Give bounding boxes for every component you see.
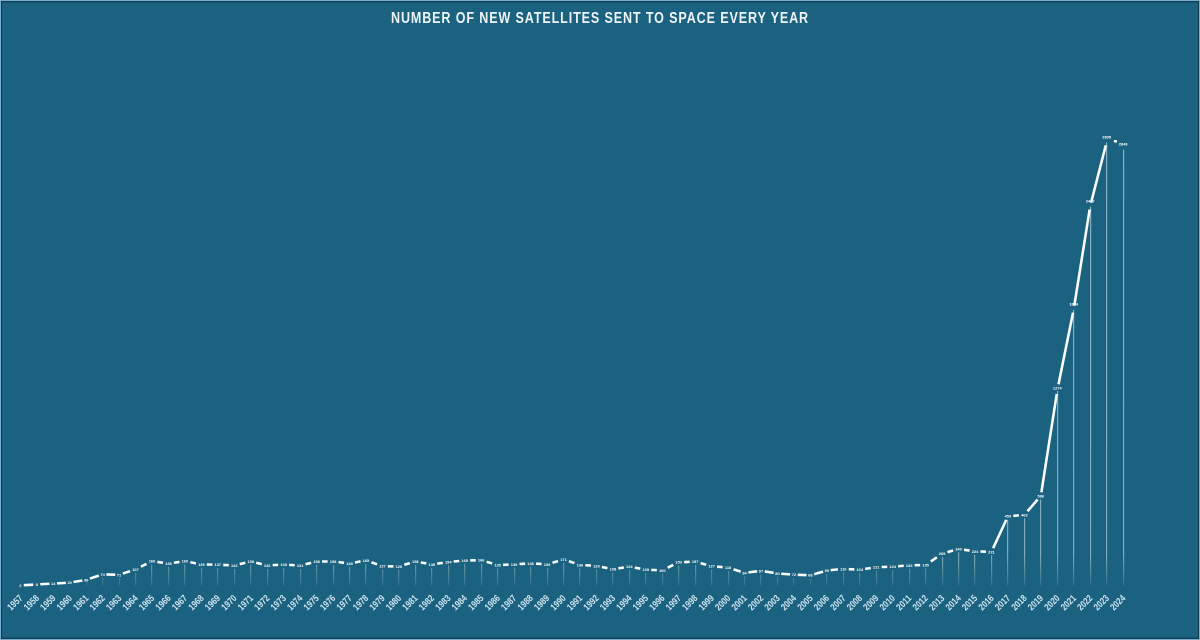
svg-text:121: 121 (873, 565, 880, 570)
svg-text:586: 586 (1038, 493, 1045, 498)
svg-text:104: 104 (856, 567, 863, 572)
svg-text:158: 158 (412, 559, 419, 564)
svg-text:135: 135 (922, 562, 929, 567)
svg-text:126: 126 (396, 564, 403, 569)
svg-text:136: 136 (577, 562, 584, 567)
svg-text:72: 72 (792, 572, 797, 577)
svg-text:1804: 1804 (1069, 302, 1079, 307)
svg-text:131: 131 (297, 563, 304, 568)
svg-text:165: 165 (363, 558, 370, 563)
svg-text:107: 107 (132, 567, 139, 572)
svg-text:127: 127 (708, 564, 715, 569)
svg-text:145: 145 (165, 561, 172, 566)
svg-text:2: 2 (19, 583, 22, 588)
svg-text:1274: 1274 (1053, 385, 1063, 390)
svg-text:80: 80 (775, 571, 780, 576)
svg-text:462: 462 (1021, 512, 1028, 517)
svg-text:74: 74 (100, 572, 105, 577)
svg-text:132: 132 (264, 563, 271, 568)
svg-text:135: 135 (494, 562, 501, 567)
svg-text:2849: 2849 (1119, 141, 1129, 146)
svg-text:221: 221 (988, 549, 995, 554)
svg-text:137: 137 (215, 562, 222, 567)
svg-text:453: 453 (1005, 514, 1012, 519)
svg-text:110: 110 (840, 566, 847, 571)
svg-text:2477: 2477 (1086, 199, 1096, 204)
svg-text:84: 84 (742, 570, 747, 575)
svg-text:118: 118 (725, 565, 732, 570)
svg-text:68: 68 (808, 573, 813, 578)
svg-text:158: 158 (330, 559, 337, 564)
svg-text:100: 100 (659, 568, 666, 573)
svg-text:160: 160 (182, 559, 189, 564)
svg-text:165: 165 (461, 558, 468, 563)
svg-text:209: 209 (939, 551, 946, 556)
svg-text:160: 160 (149, 559, 156, 564)
svg-text:124: 124 (889, 564, 896, 569)
svg-text:138: 138 (280, 562, 287, 567)
svg-text:8: 8 (36, 582, 39, 587)
svg-text:139: 139 (544, 562, 551, 567)
svg-text:158: 158 (247, 559, 254, 564)
svg-text:129: 129 (593, 563, 600, 568)
svg-text:38: 38 (84, 577, 89, 582)
svg-text:99: 99 (825, 568, 830, 573)
svg-text:20: 20 (67, 580, 72, 585)
svg-text:139: 139 (198, 562, 205, 567)
svg-text:157: 157 (692, 559, 699, 564)
svg-text:153: 153 (675, 560, 682, 565)
svg-text:132: 132 (231, 563, 238, 568)
svg-text:224: 224 (972, 549, 979, 554)
svg-text:127: 127 (379, 564, 386, 569)
svg-text:14: 14 (51, 581, 56, 586)
svg-text:166: 166 (478, 558, 485, 563)
svg-text:108: 108 (610, 567, 617, 572)
svg-text:105: 105 (642, 567, 649, 572)
svg-text:124: 124 (626, 564, 633, 569)
svg-text:133: 133 (906, 563, 913, 568)
svg-text:158: 158 (313, 559, 320, 564)
svg-text:139: 139 (429, 562, 436, 567)
svg-text:145: 145 (346, 561, 353, 566)
svg-text:146: 146 (527, 561, 534, 566)
svg-text:240: 240 (955, 546, 962, 551)
svg-text:97: 97 (759, 568, 764, 573)
svg-text:154: 154 (445, 560, 452, 565)
svg-text:139: 139 (511, 562, 518, 567)
svg-text:171: 171 (560, 557, 567, 562)
svg-text:71: 71 (117, 572, 122, 577)
svg-text:NUMBER OF NEW SATELLITES SENT: NUMBER OF NEW SATELLITES SENT TO SPACE E… (391, 10, 809, 27)
svg-text:2895: 2895 (1102, 134, 1112, 139)
